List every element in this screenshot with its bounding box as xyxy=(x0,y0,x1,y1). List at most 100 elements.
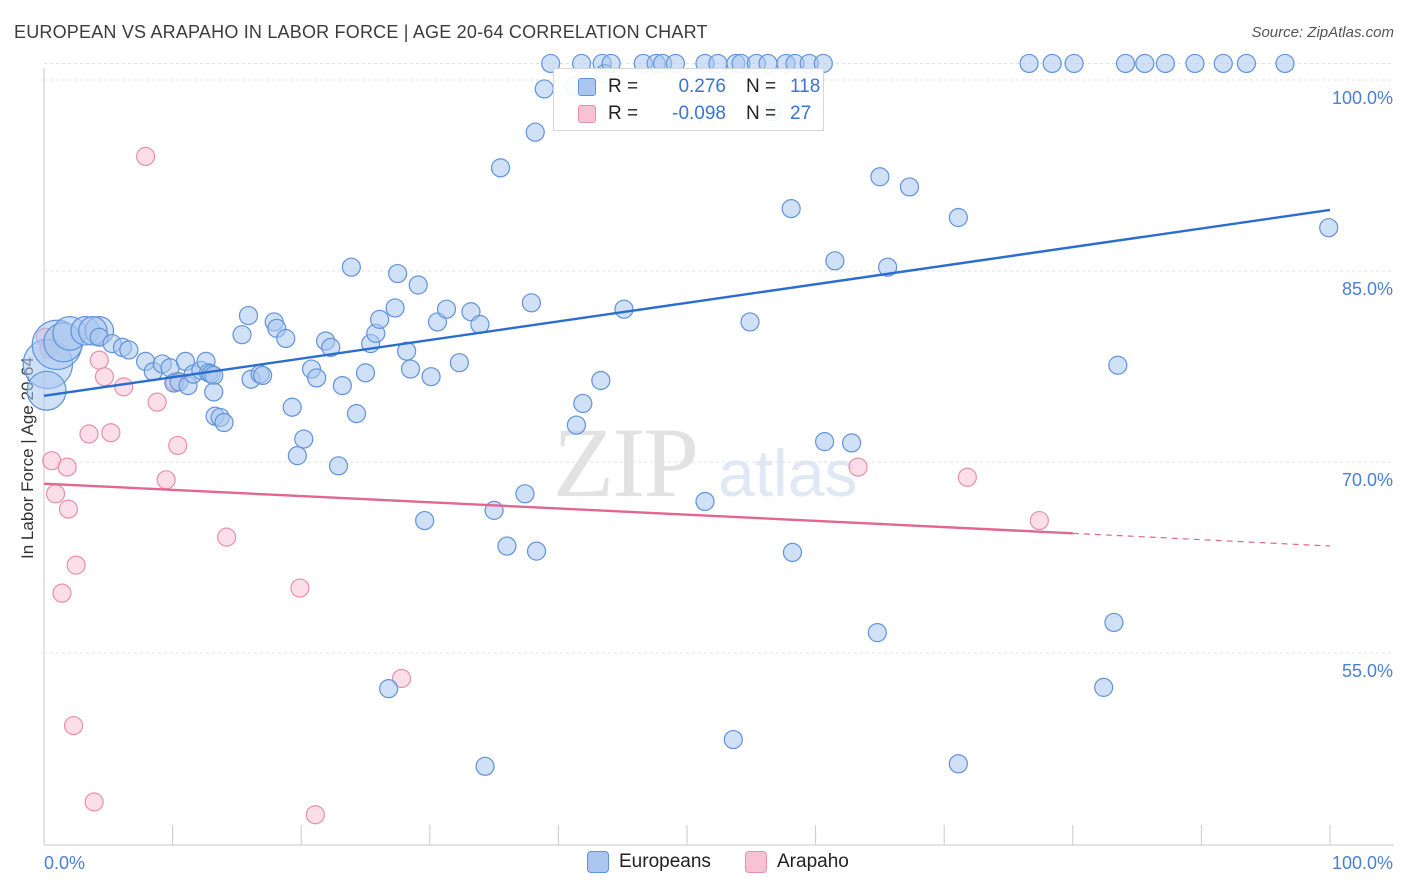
european-point xyxy=(214,412,234,433)
arapaho-point xyxy=(84,792,104,812)
european-point xyxy=(119,340,139,360)
european-point xyxy=(346,404,367,424)
arapaho-point xyxy=(45,484,66,504)
european-point xyxy=(282,397,302,417)
european-point xyxy=(781,199,801,219)
european-point xyxy=(1213,53,1233,74)
n-value: 27 xyxy=(790,103,812,124)
european-point xyxy=(534,79,554,99)
arapaho-trend-line xyxy=(43,482,1073,535)
european-point xyxy=(341,257,361,277)
european-point xyxy=(370,309,390,329)
european-point xyxy=(408,275,428,295)
european-point xyxy=(1135,53,1155,74)
r-label: R = xyxy=(608,76,639,97)
arapaho-point xyxy=(391,668,412,689)
european-point xyxy=(332,376,352,396)
european-point xyxy=(253,365,273,386)
european-point xyxy=(782,542,803,563)
source-credit: Source: ZipAtlas.com xyxy=(1251,24,1394,41)
y-tick-label: 70.0% xyxy=(1342,470,1393,490)
n-value: 118 xyxy=(790,76,821,97)
axis-layer xyxy=(43,68,1394,846)
european-point xyxy=(355,363,376,383)
european-point xyxy=(204,382,224,402)
european-point xyxy=(740,312,760,332)
arapaho-trend-extension xyxy=(1072,532,1331,547)
legend-row-europeans: R = 0.276 N = 118 xyxy=(578,74,820,100)
arapaho-point xyxy=(305,805,325,825)
european-point xyxy=(521,293,541,313)
european-point xyxy=(566,415,587,435)
european-point xyxy=(842,433,862,453)
arapaho-point xyxy=(147,392,167,412)
legend-item-arapaho[interactable]: Arapaho xyxy=(745,851,849,873)
european-point xyxy=(1275,53,1295,74)
european-point xyxy=(870,167,890,187)
chart-title: EUROPEAN VS ARAPAHO IN LABOR FORCE | AGE… xyxy=(14,22,708,42)
european-point xyxy=(385,298,405,318)
european-point xyxy=(541,53,561,74)
european-point xyxy=(379,679,399,699)
europeans-trend-line xyxy=(43,208,1331,397)
european-point xyxy=(1155,53,1175,74)
european-point xyxy=(948,754,968,774)
watermark-atlas: atlas xyxy=(718,436,858,510)
european-point xyxy=(436,299,457,319)
r-value: -0.098 xyxy=(672,103,726,124)
arapaho-points xyxy=(35,146,1049,825)
european-point xyxy=(232,325,252,345)
tick-labels: 100.0% 85.0% 70.0% 55.0% 0.0% 100.0% xyxy=(44,88,1393,873)
stats-legend: R = 0.276 N = 118 R = -0.098 N = 27 xyxy=(553,68,824,131)
european-point xyxy=(1094,677,1114,697)
european-point xyxy=(328,456,349,476)
arapaho-legend-swatch xyxy=(745,851,767,873)
arapaho-point xyxy=(168,435,188,456)
arapaho-point xyxy=(217,527,237,547)
grid-layer xyxy=(44,62,1394,654)
european-point xyxy=(526,541,547,561)
europeans-legend-label: Europeans xyxy=(619,851,711,872)
european-point xyxy=(525,122,545,142)
arapaho-point xyxy=(156,470,176,490)
x-tick-label-min: 0.0% xyxy=(44,853,85,873)
european-point xyxy=(204,365,224,386)
arapaho-point xyxy=(1029,510,1049,531)
arapaho-point xyxy=(89,350,109,370)
european-point xyxy=(388,263,408,284)
europeans-legend-swatch xyxy=(587,851,609,873)
european-point xyxy=(1185,53,1205,74)
arapaho-point xyxy=(58,499,79,519)
arapaho-point xyxy=(848,457,868,477)
european-point xyxy=(1064,53,1084,74)
trend-lines xyxy=(43,208,1331,547)
european-point xyxy=(614,299,634,319)
arapaho-point xyxy=(63,715,84,736)
european-point xyxy=(1042,53,1062,74)
legend-item-europeans[interactable]: Europeans xyxy=(587,851,711,873)
arapaho-point xyxy=(957,467,977,487)
european-points xyxy=(22,53,1339,776)
european-point xyxy=(1319,218,1339,238)
n-label: N = xyxy=(746,103,777,124)
european-point xyxy=(400,359,421,379)
european-point xyxy=(321,337,341,357)
arapaho-point xyxy=(66,555,86,575)
y-tick-label: 100.0% xyxy=(1332,88,1393,108)
european-point xyxy=(867,623,887,643)
legend-row-arapaho: R = -0.098 N = 27 xyxy=(578,101,811,127)
european-point xyxy=(421,367,441,387)
european-point xyxy=(1115,53,1136,74)
european-point xyxy=(591,370,611,391)
european-point xyxy=(695,491,715,512)
y-tick-label: 85.0% xyxy=(1342,279,1393,299)
european-point xyxy=(1104,612,1124,633)
arapaho-point xyxy=(290,578,310,598)
europeans-swatch xyxy=(578,78,596,96)
arapaho-legend-label: Arapaho xyxy=(777,851,849,872)
european-point xyxy=(415,510,435,531)
european-point xyxy=(1108,355,1128,375)
european-point xyxy=(497,536,517,556)
european-point xyxy=(449,353,469,373)
